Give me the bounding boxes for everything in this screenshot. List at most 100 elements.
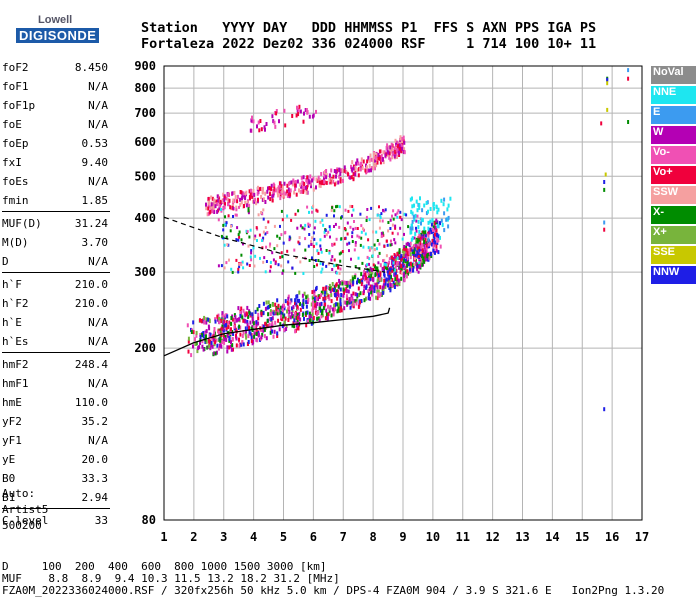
digisonde-logo: Lowell DIGISONDE (4, 6, 100, 46)
echo-mark (272, 302, 275, 307)
echo-mark (373, 285, 376, 290)
echo-mark (359, 212, 362, 216)
echo-mark (419, 253, 422, 257)
echo-mark (369, 153, 372, 158)
echo-mark (234, 213, 237, 217)
echo-mark (262, 236, 265, 240)
echo-mark (225, 221, 228, 225)
param-label: foEs (2, 175, 29, 188)
echo-mark (447, 215, 450, 220)
echo-mark (336, 302, 339, 307)
echo-mark (266, 318, 269, 323)
echo-mark (322, 223, 325, 227)
echo-mark (310, 243, 313, 246)
echo-mark (427, 242, 430, 247)
echo-mark (249, 128, 252, 133)
echo-mark (437, 250, 440, 255)
echo-mark (396, 274, 399, 279)
echo-mark (339, 298, 342, 303)
echo-mark (413, 236, 416, 240)
echo-mark (284, 123, 287, 128)
echo-mark (409, 267, 411, 272)
echo-mark (371, 284, 373, 289)
echo-mark (443, 211, 446, 216)
echo-mark (428, 256, 431, 261)
echo-mark (403, 253, 406, 257)
echo-mark (350, 299, 353, 304)
echo-mark (308, 180, 311, 185)
echo-mark (269, 269, 272, 273)
auto-program: Artist5 (2, 503, 49, 516)
echo-mark (296, 298, 299, 303)
echo-mark (400, 271, 403, 275)
param-label: foE (2, 118, 22, 131)
echo-mark (367, 246, 370, 250)
echo-mark (338, 205, 341, 209)
param-row: foF1 N/A (2, 77, 108, 96)
echo-mark (222, 326, 225, 331)
echo-mark (422, 230, 425, 235)
echo-mark (271, 198, 274, 203)
echo-mark (414, 247, 417, 252)
echo-mark (443, 197, 446, 202)
echo-mark (310, 239, 313, 243)
echo-mark (409, 241, 412, 246)
echo-mark (318, 183, 321, 188)
echo-mark (375, 152, 378, 157)
echo-mark (313, 298, 316, 303)
echo-mark (347, 289, 350, 294)
echo-mark (369, 247, 372, 251)
param-label: C-level (2, 514, 49, 527)
echo-mark (392, 280, 395, 285)
echo-mark (255, 332, 258, 336)
echo-mark (222, 313, 225, 318)
header-values: Fortaleza 2022 Dez02 336 024000 RSF 1 71… (141, 36, 597, 52)
echo-mark (396, 262, 398, 267)
echo-mark (315, 185, 317, 190)
echo-mark (329, 289, 332, 294)
echo-mark (429, 219, 432, 224)
echo-mark (323, 230, 326, 234)
echo-mark (436, 220, 439, 225)
echo-mark (423, 243, 426, 248)
echo-mark (223, 195, 226, 200)
echo-mark (380, 231, 383, 235)
echo-mark (391, 231, 394, 235)
echo-mark (286, 189, 289, 194)
echo-mark (338, 278, 341, 283)
echo-mark (241, 334, 244, 338)
echo-mark (225, 326, 228, 331)
echo-mark (351, 160, 354, 165)
param-separator (2, 508, 110, 509)
echo-mark (382, 290, 385, 295)
echo-mark (411, 236, 414, 241)
echo-mark (351, 235, 354, 239)
echo-mark (214, 351, 217, 356)
echo-mark (235, 238, 238, 242)
echo-mark (287, 296, 290, 301)
echo-mark (314, 296, 317, 301)
echo-mark (216, 343, 219, 348)
echo-mark (424, 250, 427, 255)
echo-mark (374, 283, 377, 288)
echo-mark (321, 267, 324, 271)
param-label: foEp (2, 137, 29, 150)
echo-mark (389, 157, 392, 162)
echo-mark (382, 160, 385, 165)
echo-mark (261, 324, 264, 329)
echo-mark (247, 207, 250, 211)
echo-mark (262, 186, 264, 191)
echo-mark (388, 260, 391, 265)
echo-mark (233, 313, 236, 318)
echo-mark (303, 316, 305, 321)
echo-mark (393, 273, 396, 277)
echo-mark (267, 195, 270, 200)
echo-mark (434, 232, 436, 237)
echo-mark (205, 334, 207, 339)
echo-mark (293, 180, 296, 185)
echo-mark (324, 290, 327, 295)
echo-mark (447, 203, 450, 208)
echo-mark (235, 213, 238, 217)
echo-mark (297, 326, 300, 331)
echo-mark (224, 222, 227, 226)
